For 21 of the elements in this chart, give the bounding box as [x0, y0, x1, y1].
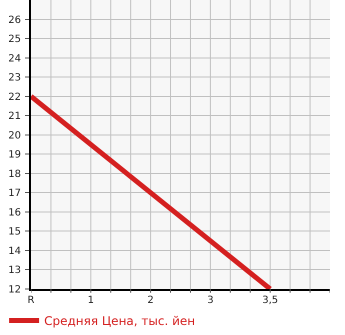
- legend-label: Средняя Цена, тыс. йен: [44, 314, 196, 328]
- y-tick-label: 19: [8, 150, 21, 161]
- y-tick-label: 13: [8, 265, 21, 276]
- y-tick-label: 14: [8, 246, 21, 257]
- x-tick-label: 1: [88, 295, 94, 306]
- y-tick-label: 25: [8, 34, 21, 46]
- y-tick-label: 18: [8, 168, 21, 180]
- y-tick-label: 24: [8, 53, 21, 64]
- y-tick-label: 20: [8, 130, 21, 142]
- x-tick-label: 3,5: [262, 295, 278, 306]
- y-tick-label: 12: [8, 284, 21, 296]
- y-tick-label: 16: [8, 207, 21, 218]
- y-tick-label: 26: [8, 14, 21, 26]
- y-tick-label: 21: [8, 111, 21, 122]
- y-tick-label: 23: [8, 72, 21, 84]
- x-tick-label: 3: [207, 295, 214, 306]
- y-tick-label: 22: [8, 92, 21, 103]
- y-tick-label: 15: [8, 226, 21, 238]
- y-tick-label: 17: [8, 188, 21, 200]
- x-tick-label: R: [28, 295, 35, 306]
- x-tick-label: 2: [147, 295, 154, 306]
